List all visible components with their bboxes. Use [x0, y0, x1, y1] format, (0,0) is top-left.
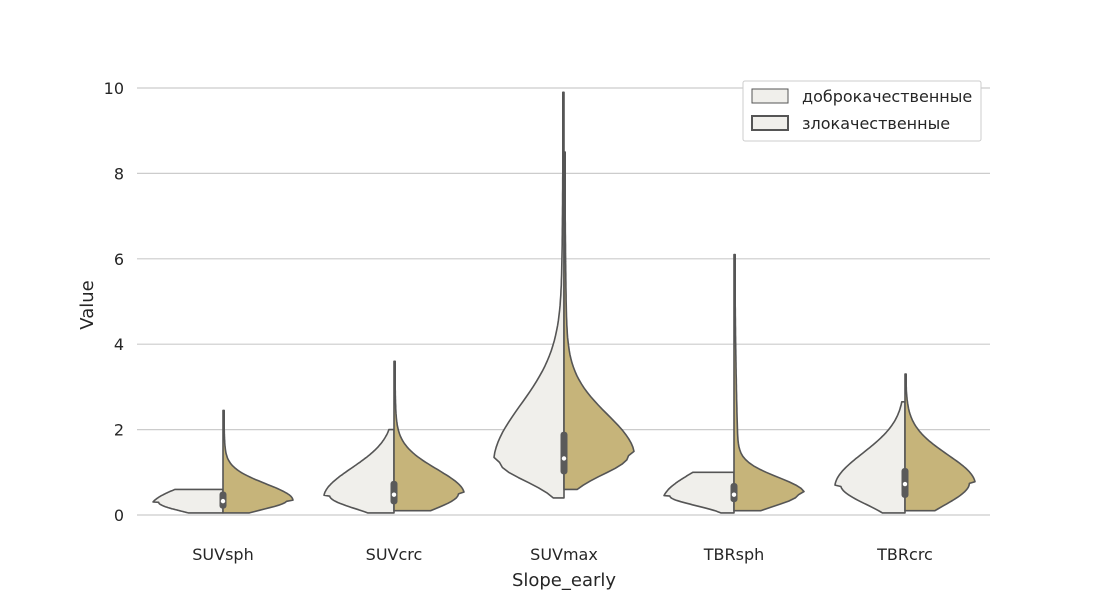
x-tick-0: SUVsph — [192, 545, 253, 564]
median-marker-SUVsph — [220, 498, 226, 504]
legend-frame — [742, 80, 982, 142]
violin-malignant-SUVsph — [222, 409, 294, 514]
violin-malignant-TBRsph — [733, 253, 805, 512]
legend-label-malignant: злокачественные — [802, 114, 950, 133]
y-tick-1: 2 — [114, 421, 124, 440]
x-axis-label: Slope_early — [512, 570, 616, 591]
iqr-box-SUVmax — [560, 431, 568, 475]
legend-swatch-malignant — [751, 115, 789, 131]
x-tick-labels: SUVsph SUVcrc SUVmax TBRsph TBRcrc — [192, 545, 933, 564]
y-tick-0: 0 — [114, 506, 124, 525]
violin-benign-SUVsph — [152, 488, 224, 514]
violin-malignant-SUVmax — [563, 151, 635, 491]
x-tick-1: SUVcrc — [366, 545, 423, 564]
y-tick-5: 10 — [104, 79, 124, 98]
violin-malignant-TBRcrc — [904, 373, 976, 512]
violin-malignant-SUVcrc — [393, 360, 465, 512]
violin-benign-SUVmax — [493, 91, 565, 499]
x-tick-3: TBRsph — [703, 545, 765, 564]
legend-label-benign: доброкачественные — [802, 87, 972, 106]
median-marker-SUVcrc — [391, 492, 397, 497]
median-marker-TBRsph — [731, 492, 737, 497]
x-tick-2: SUVmax — [530, 545, 598, 564]
violin-benign-SUVcrc — [323, 428, 395, 514]
y-tick-3: 6 — [114, 250, 124, 269]
violin-benign-TBRcrc — [834, 401, 906, 514]
legend: доброкачественные злокачественные — [742, 80, 982, 142]
y-axis-label: Value — [77, 280, 98, 329]
y-tick-4: 8 — [114, 164, 124, 183]
x-tick-4: TBRcrc — [876, 545, 933, 564]
y-tick-2: 4 — [114, 335, 124, 354]
violin-benign-TBRsph — [663, 471, 735, 514]
y-tick-labels: 0 2 4 6 8 10 — [104, 79, 124, 525]
violins — [152, 91, 976, 514]
median-marker-TBRcrc — [902, 481, 908, 487]
legend-swatch-benign — [751, 88, 789, 104]
median-marker-SUVmax — [561, 456, 567, 461]
